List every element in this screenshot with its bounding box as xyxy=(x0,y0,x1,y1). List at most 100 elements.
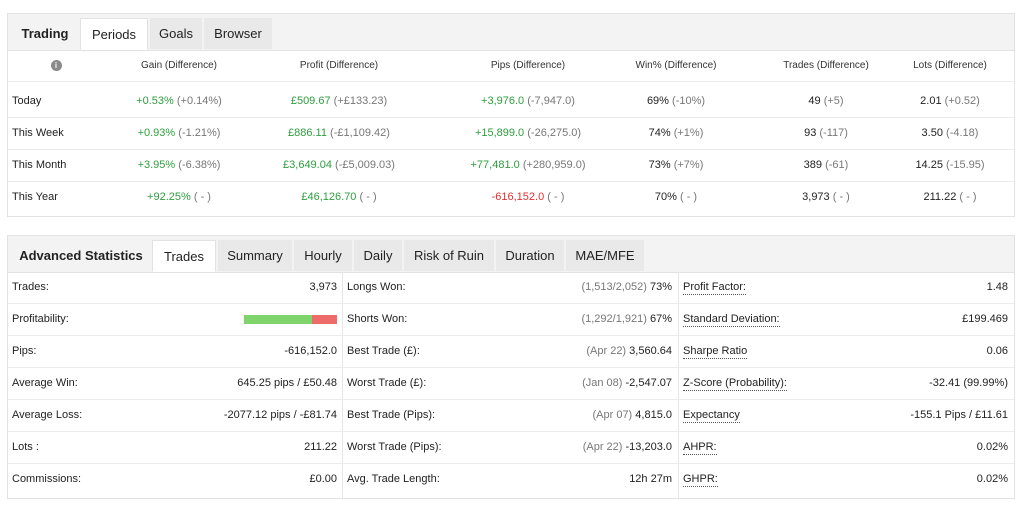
stat-label-standard-deviation[interactable]: Standard Deviation: xyxy=(683,313,780,327)
lots-diff: (-15.95) xyxy=(946,159,985,171)
tab-daily[interactable]: Daily xyxy=(354,240,402,271)
pips-cell: +3,976.0 (-7,947.0) xyxy=(448,86,608,117)
pips-value: +77,481.0 xyxy=(470,159,520,171)
trades-diff: (-61) xyxy=(825,159,849,171)
profitability-bar xyxy=(244,315,337,324)
gain-diff: (-1.21%) xyxy=(178,127,221,139)
stat-value-longs-won: (1,513/2,052) 73% xyxy=(478,272,672,303)
win-diff: (+1%) xyxy=(673,127,704,139)
tab-trading[interactable]: Trading xyxy=(21,26,69,41)
pips-diff: (-7,947.0) xyxy=(527,95,575,107)
tab-summary[interactable]: Summary xyxy=(218,240,292,271)
profit-cell: £886.11 (-£1,109.42) xyxy=(258,118,420,149)
stat-label-z-score[interactable]: Z-Score (Probability): xyxy=(683,377,787,391)
stat-label-expectancy[interactable]: Expectancy xyxy=(683,409,740,423)
stats-row: Average Win: 645.25 pips / £50.48 Worst … xyxy=(8,368,1014,400)
stat-label-trades: Trades: xyxy=(12,281,49,293)
trades-diff: ( - ) xyxy=(832,191,850,203)
win-value: 69% xyxy=(646,95,669,107)
stat-value-pips: -616,152.0 xyxy=(284,345,337,357)
stat-value-standard-deviation: £199.469 xyxy=(962,313,1008,325)
win-cell: 69% (-10%) xyxy=(608,86,744,117)
periods-tabbar: Trading Periods Goals Browser xyxy=(8,14,1014,51)
win-cell: 73% (+7%) xyxy=(608,150,744,181)
info-icon[interactable]: i xyxy=(48,50,64,81)
gain-cell: +0.93% (-1.21%) xyxy=(104,118,254,149)
trades-cell: 3,973 ( - ) xyxy=(756,182,896,213)
trades-value: 3,973 xyxy=(802,191,830,203)
gain-cell: +92.25% ( - ) xyxy=(104,182,254,213)
stat-label-worst-trade-pips: Worst Trade (Pips): xyxy=(347,441,442,453)
stats-row: Average Loss: -2077.12 pips / -£81.74 Be… xyxy=(8,400,1014,432)
shorts-won-percent: 67% xyxy=(649,313,672,325)
lots-value: 14.25 xyxy=(915,159,943,171)
tab-periods[interactable]: Periods xyxy=(80,18,148,50)
stat-label-ahpr[interactable]: AHPR: xyxy=(683,441,717,455)
stat-value-expectancy: -155.1 Pips / £11.61 xyxy=(910,409,1008,421)
tab-trades[interactable]: Trades xyxy=(152,240,216,272)
tab-hourly[interactable]: Hourly xyxy=(294,240,352,271)
trades-cell: 93 (-117) xyxy=(756,118,896,149)
header-trades: Trades (Difference) xyxy=(783,60,869,71)
profit-cell: £509.67 (+£133.23) xyxy=(258,86,420,117)
gain-diff: ( - ) xyxy=(193,191,211,203)
pips-value: -616,152.0 xyxy=(491,191,545,203)
stat-label-pips: Pips: xyxy=(12,345,37,357)
stats-row: Lots : 211.22 Worst Trade (Pips): (Apr 2… xyxy=(8,432,1014,464)
period-label: This Month xyxy=(12,159,67,171)
stat-label-profit-factor[interactable]: Profit Factor: xyxy=(683,281,746,295)
stat-value-lots: 211.22 xyxy=(304,441,337,453)
gain-value: +0.53% xyxy=(136,95,174,107)
profit-value: £509.67 xyxy=(290,95,331,107)
win-diff: (+7%) xyxy=(673,159,704,171)
profitability-loss-segment xyxy=(311,315,337,324)
win-value: 73% xyxy=(648,159,671,171)
worst-trade-money-value: -2,547.07 xyxy=(625,377,672,389)
profit-value: £3,649.04 xyxy=(283,159,332,171)
stat-value-sharpe-ratio: 0.06 xyxy=(986,345,1008,357)
gain-diff: (+0.14%) xyxy=(176,95,222,107)
header-win: Win% (Difference) xyxy=(635,60,717,71)
stat-value-average-loss: -2077.12 pips / -£81.74 xyxy=(223,409,337,421)
stat-value-commissions: £0.00 xyxy=(309,473,337,485)
tab-goals[interactable]: Goals xyxy=(150,18,202,49)
column-divider xyxy=(342,272,343,498)
gain-value: +0.93% xyxy=(137,127,176,139)
stat-label-shorts-won: Shorts Won: xyxy=(347,313,408,325)
tab-risk-of-ruin[interactable]: Risk of Ruin xyxy=(404,240,494,271)
win-diff: ( - ) xyxy=(679,191,698,203)
stats-row: Commissions: £0.00 Avg. Trade Length: 12… xyxy=(8,464,1014,496)
profit-cell: £3,649.04 (-£5,009.03) xyxy=(258,150,420,181)
stat-label-best-trade-money: Best Trade (£): xyxy=(347,345,420,357)
longs-won-percent: 73% xyxy=(649,281,672,293)
trades-diff: (-117) xyxy=(819,127,848,139)
tab-duration[interactable]: Duration xyxy=(496,240,564,271)
trades-value: 389 xyxy=(803,159,823,171)
lots-cell: 2.01 (+0.52) xyxy=(888,86,1012,117)
lots-diff: (-4.18) xyxy=(946,127,979,139)
tab-browser[interactable]: Browser xyxy=(204,18,272,49)
lots-cell: 211.22 ( - ) xyxy=(888,182,1012,213)
header-lots: Lots (Difference) xyxy=(913,60,987,71)
stat-label-average-win: Average Win: xyxy=(12,377,78,389)
advanced-statistics-panel: Advanced Statistics Trades Summary Hourl… xyxy=(7,235,1015,499)
best-trade-pips-date: (Apr 07) xyxy=(592,409,633,421)
gain-cell: +3.95% (-6.38%) xyxy=(104,150,254,181)
period-label: This Year xyxy=(12,191,58,203)
trades-diff: (+5) xyxy=(823,95,844,107)
gain-value: +3.95% xyxy=(137,159,176,171)
period-row-this-month: This Month +3.95% (-6.38%) £3,649.04 (-£… xyxy=(8,150,1014,182)
stat-label-best-trade-pips: Best Trade (Pips): xyxy=(347,409,436,421)
worst-trade-pips-value: -13,203.0 xyxy=(625,441,672,453)
longs-won-count: (1,513/2,052) xyxy=(581,281,647,293)
stat-label-ghpr[interactable]: GHPR: xyxy=(683,473,718,487)
period-label: Today xyxy=(12,95,42,107)
worst-trade-pips-date: (Apr 22) xyxy=(582,441,623,453)
stat-value-average-win: 645.25 pips / £50.48 xyxy=(237,377,337,389)
win-cell: 70% ( - ) xyxy=(608,182,744,213)
profit-diff: (-£5,009.03) xyxy=(335,159,395,171)
stat-label-sharpe-ratio[interactable]: Sharpe Ratio xyxy=(683,345,748,359)
stat-label-longs-won: Longs Won: xyxy=(347,281,406,293)
pips-cell: +15,899.0 (-26,275.0) xyxy=(448,118,608,149)
tab-mae-mfe[interactable]: MAE/MFE xyxy=(566,240,644,271)
